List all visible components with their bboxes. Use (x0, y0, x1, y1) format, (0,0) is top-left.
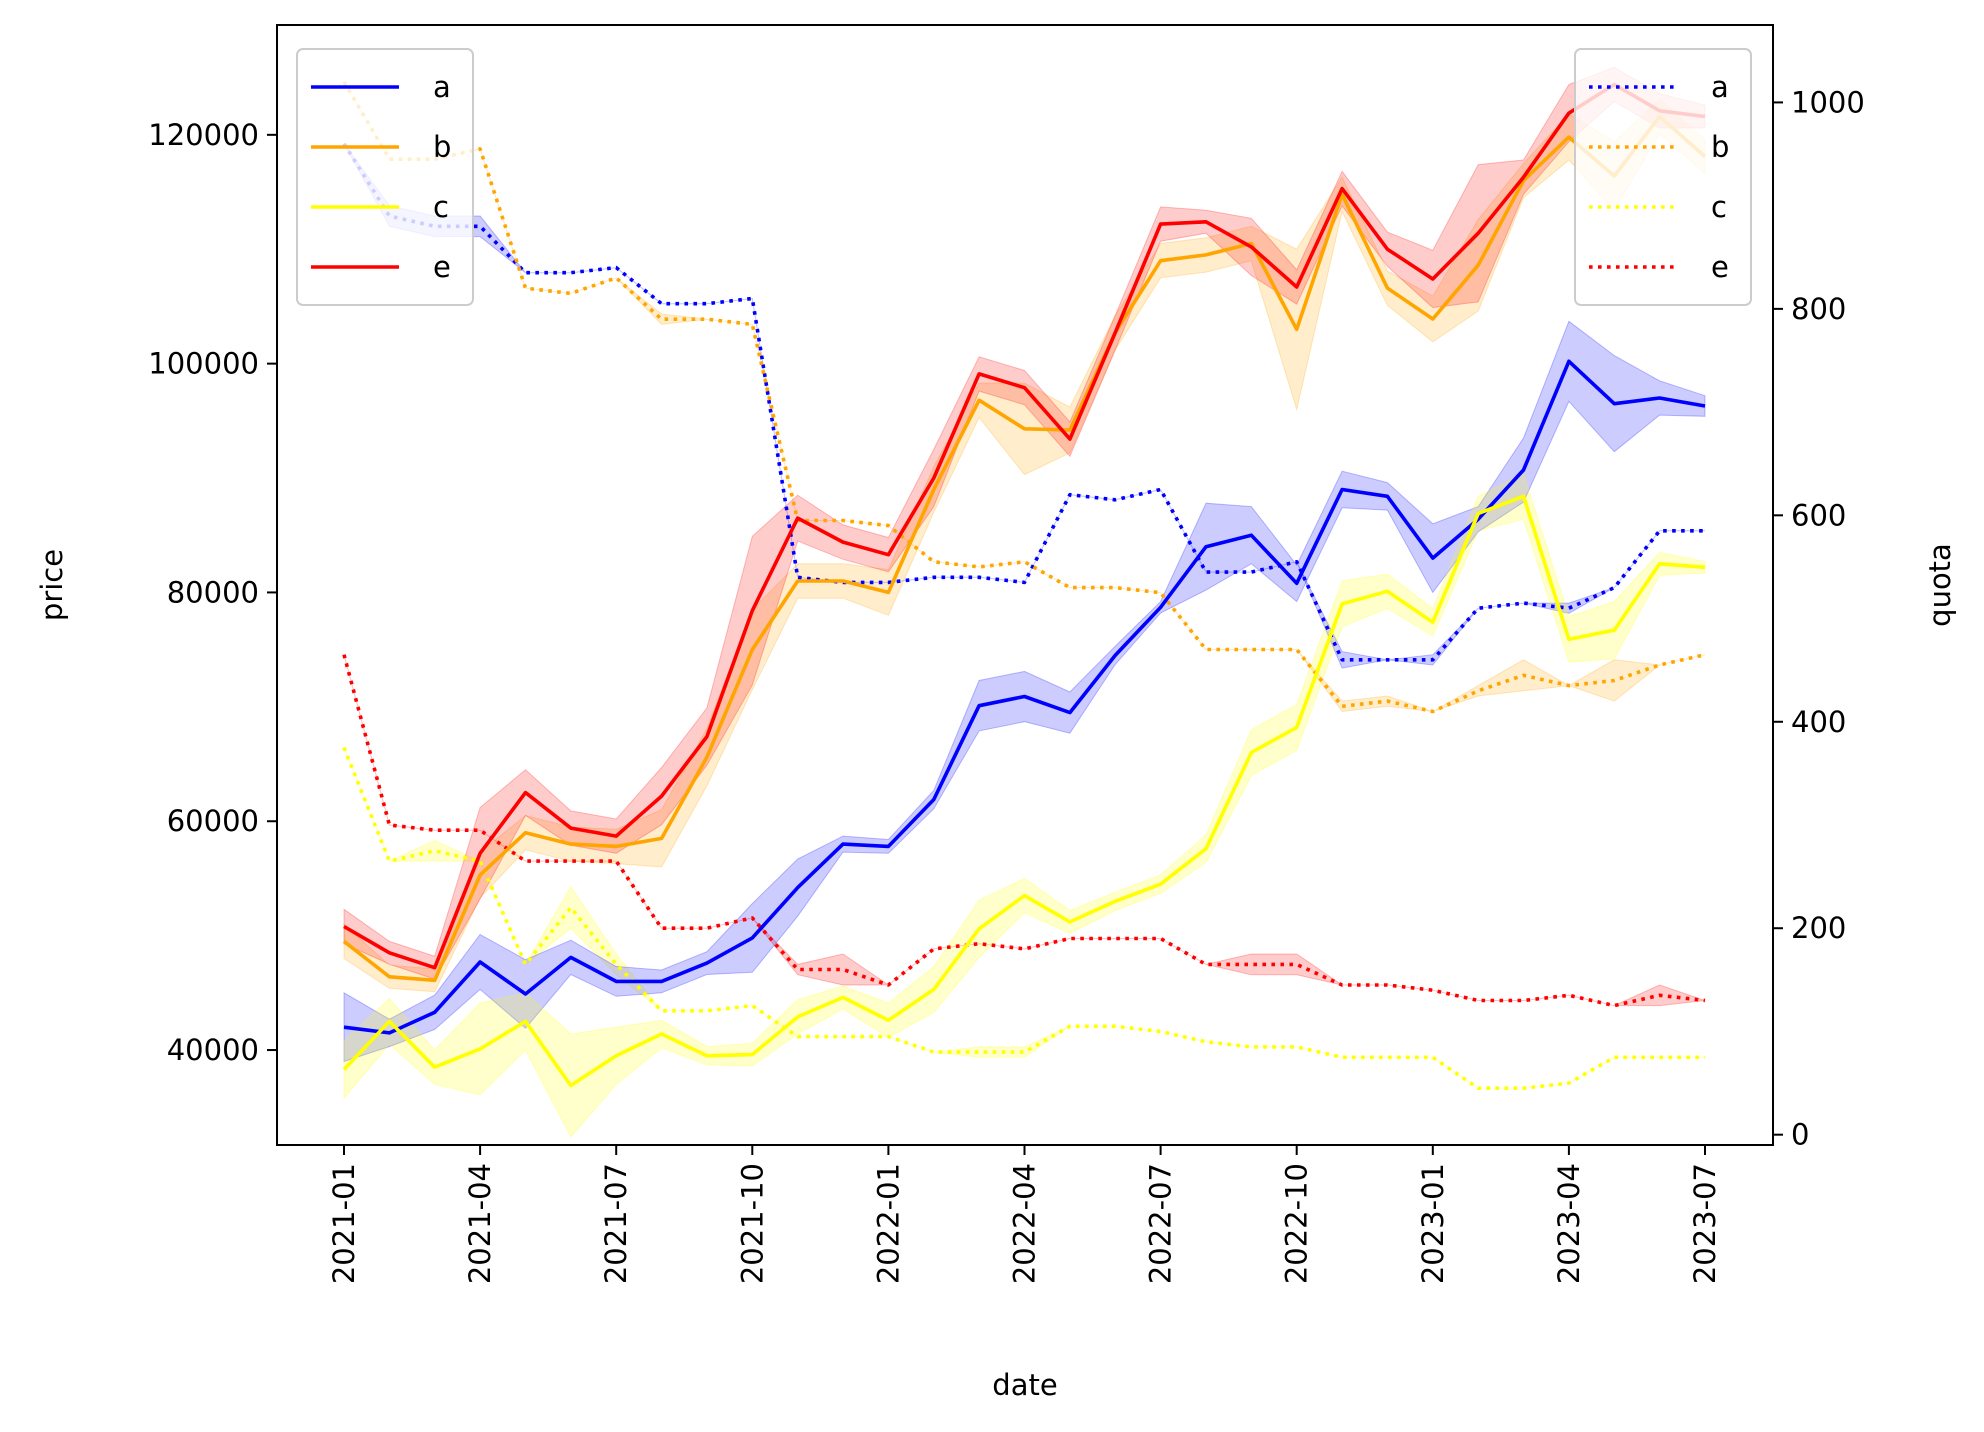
x-tick-label: 2023-07 (1688, 1163, 1722, 1284)
quota-legend-label-b: b (1711, 130, 1729, 164)
y-left-tick-label: 80000 (167, 575, 259, 609)
y-left-tick-label: 40000 (167, 1033, 259, 1067)
x-tick-label: 2023-04 (1552, 1163, 1586, 1284)
x-tick-label: 2021-07 (599, 1163, 633, 1284)
price-legend-label-b: b (433, 130, 451, 164)
price-legend-label-c: c (433, 190, 449, 224)
y-right-tick-label: 400 (1791, 705, 1846, 739)
y-right-tick-label: 600 (1791, 498, 1846, 532)
y-right-tick-label: 1000 (1791, 85, 1865, 119)
y-axis-left-label: price (35, 549, 69, 621)
price-legend-label-a: a (433, 70, 451, 104)
quota-legend-label-c: c (1711, 190, 1727, 224)
y-right-tick-label: 200 (1791, 911, 1846, 945)
x-tick-label: 2021-10 (735, 1163, 769, 1284)
quota-legend-label-a: a (1711, 70, 1729, 104)
x-tick-label: 2022-07 (1144, 1163, 1178, 1284)
x-tick-label: 2022-04 (1008, 1163, 1042, 1284)
y-axis-right-label: quota (1923, 543, 1957, 627)
price-legend-label-e: e (433, 250, 451, 284)
y-left-tick-label: 100000 (148, 347, 259, 381)
x-tick-label: 2023-01 (1416, 1163, 1450, 1284)
x-tick-label: 2021-01 (327, 1163, 361, 1284)
x-tick-label: 2021-04 (463, 1163, 497, 1284)
y-left-tick-label: 120000 (148, 118, 259, 152)
y-right-tick-label: 0 (1791, 1118, 1809, 1152)
x-tick-label: 2022-10 (1280, 1163, 1314, 1284)
x-tick-label: 2022-01 (871, 1163, 905, 1284)
quota-legend-label-e: e (1711, 250, 1729, 284)
y-left-tick-label: 60000 (167, 804, 259, 838)
x-axis-label: date (992, 1368, 1057, 1402)
y-right-tick-label: 800 (1791, 292, 1846, 326)
